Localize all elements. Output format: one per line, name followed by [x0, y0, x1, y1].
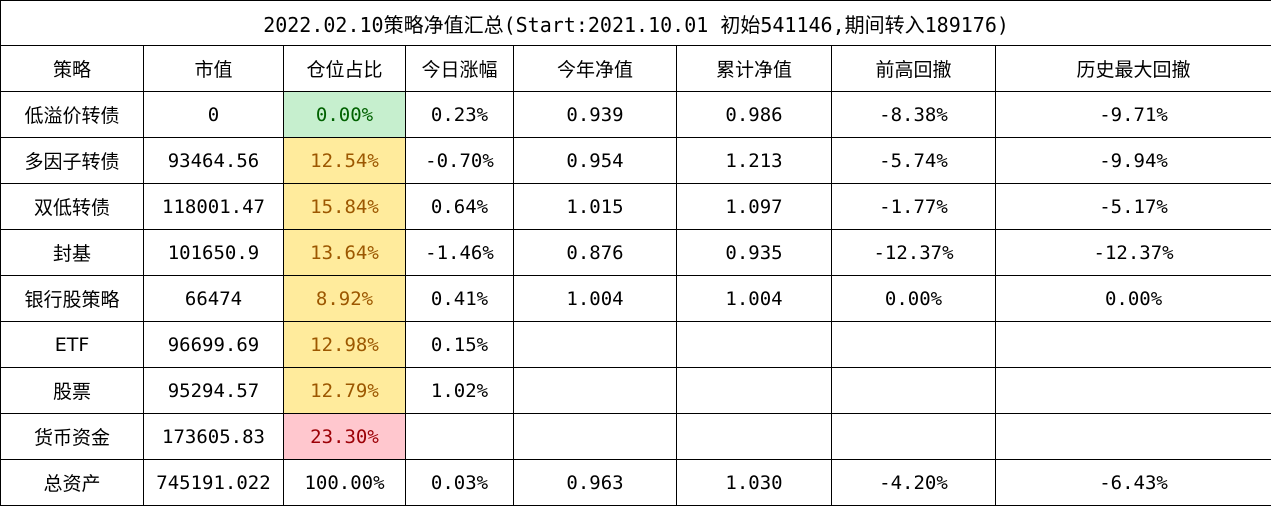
daily-change-cell[interactable]: -1.46%: [405, 229, 514, 276]
strategy-cell[interactable]: ETF: [0, 321, 144, 368]
market-value-cell[interactable]: 173605.83: [143, 413, 284, 460]
title-row: 2022.02.10策略净值汇总(Start:2021.10.01 初始5411…: [0, 0, 1271, 46]
market-value-cell[interactable]: 93464.56: [143, 137, 284, 184]
header-cell-cumulative-nav[interactable]: 累计净值: [676, 45, 832, 92]
drawdown-cell[interactable]: -4.20%: [831, 459, 996, 506]
header-cell-daily-change[interactable]: 今日涨幅: [405, 45, 514, 92]
table-row: 低溢价转债 0 0.00% 0.23% 0.939 0.986 -8.38% -9.71%: [0, 91, 1271, 138]
market-value-cell[interactable]: 95294.57: [143, 367, 284, 414]
header-cell-ytd-nav[interactable]: 今年净值: [513, 45, 677, 92]
table-row: ETF 96699.69 12.98% 0.15%: [0, 321, 1271, 368]
max-drawdown-cell[interactable]: -5.17%: [994, 183, 1271, 230]
position-ratio-cell[interactable]: 13.64%: [283, 229, 406, 276]
ytd-nav-cell[interactable]: [513, 321, 677, 368]
market-value-cell[interactable]: 96699.69: [143, 321, 284, 368]
daily-change-cell[interactable]: [405, 413, 514, 460]
table-row: 货币资金 173605.83 23.30%: [0, 413, 1271, 460]
drawdown-cell[interactable]: -12.37%: [831, 229, 996, 276]
ytd-nav-cell[interactable]: 0.876: [513, 229, 677, 276]
daily-change-cell[interactable]: 0.15%: [405, 321, 514, 368]
market-value-cell[interactable]: 101650.9: [143, 229, 284, 276]
ytd-nav-cell[interactable]: [513, 367, 677, 414]
table-row: 封基 101650.9 13.64% -1.46% 0.876 0.935 -12.37% -…: [0, 229, 1271, 276]
market-value-cell[interactable]: 118001.47: [143, 183, 284, 230]
drawdown-cell[interactable]: -1.77%: [831, 183, 996, 230]
max-drawdown-cell[interactable]: [994, 413, 1271, 460]
max-drawdown-cell[interactable]: [994, 321, 1271, 368]
ytd-nav-cell[interactable]: 1.015: [513, 183, 677, 230]
drawdown-cell[interactable]: -8.38%: [831, 91, 996, 138]
position-ratio-cell[interactable]: 23.30%: [283, 413, 406, 460]
daily-change-cell[interactable]: 1.02%: [405, 367, 514, 414]
strategy-cell[interactable]: 多因子转债: [0, 137, 144, 184]
ytd-nav-cell[interactable]: 1.004: [513, 275, 677, 322]
table-row: 股票 95294.57 12.79% 1.02%: [0, 367, 1271, 414]
max-drawdown-cell[interactable]: -9.94%: [994, 137, 1271, 184]
max-drawdown-cell[interactable]: -12.37%: [994, 229, 1271, 276]
strategy-cell[interactable]: 货币资金: [0, 413, 144, 460]
max-drawdown-cell[interactable]: [994, 367, 1271, 414]
header-cell-drawdown-from-high[interactable]: 前高回撤: [831, 45, 996, 92]
table-row: 双低转债 118001.47 15.84% 0.64% 1.015 1.097 -1.77%…: [0, 183, 1271, 230]
cumulative-nav-cell[interactable]: 1.097: [676, 183, 832, 230]
cumulative-nav-cell[interactable]: [676, 367, 832, 414]
header-cell-market-value[interactable]: 市值: [143, 45, 284, 92]
drawdown-cell[interactable]: [831, 321, 996, 368]
strategy-cell[interactable]: 银行股策略: [0, 275, 144, 322]
strategy-cell[interactable]: 双低转债: [0, 183, 144, 230]
strategy-cell[interactable]: 封基: [0, 229, 144, 276]
drawdown-cell[interactable]: [831, 367, 996, 414]
position-ratio-cell[interactable]: 100.00%: [283, 459, 406, 506]
position-ratio-cell[interactable]: 8.92%: [283, 275, 406, 322]
position-ratio-cell[interactable]: 0.00%: [283, 91, 406, 138]
ytd-nav-cell[interactable]: 0.963: [513, 459, 677, 506]
sheet-title[interactable]: 2022.02.10策略净值汇总(Start:2021.10.01 初始5411…: [0, 0, 1271, 46]
ytd-nav-cell[interactable]: [513, 413, 677, 460]
strategy-cell[interactable]: 股票: [0, 367, 144, 414]
total-row: 总资产 745191.022 100.00% 0.03% 0.963 1.030 -4.20…: [0, 459, 1271, 506]
header-row: 策略 市值 仓位占比 今日涨幅 今年净值 累计净值 前高回撤 历史最大回撤: [0, 45, 1271, 92]
position-ratio-cell[interactable]: 12.79%: [283, 367, 406, 414]
drawdown-cell[interactable]: -5.74%: [831, 137, 996, 184]
market-value-cell[interactable]: 0: [143, 91, 284, 138]
strategy-cell[interactable]: 总资产: [0, 459, 144, 506]
ytd-nav-cell[interactable]: 0.954: [513, 137, 677, 184]
header-cell-max-drawdown[interactable]: 历史最大回撤: [994, 45, 1271, 92]
market-value-cell[interactable]: 745191.022: [143, 459, 284, 506]
cumulative-nav-cell[interactable]: 1.030: [676, 459, 832, 506]
max-drawdown-cell[interactable]: 0.00%: [994, 275, 1271, 322]
cumulative-nav-cell[interactable]: 0.935: [676, 229, 832, 276]
cumulative-nav-cell[interactable]: 1.213: [676, 137, 832, 184]
daily-change-cell[interactable]: 0.03%: [405, 459, 514, 506]
header-cell-position-ratio[interactable]: 仓位占比: [283, 45, 406, 92]
table-row: 多因子转债 93464.56 12.54% -0.70% 0.954 1.213 -5.74…: [0, 137, 1271, 184]
position-ratio-cell[interactable]: 12.54%: [283, 137, 406, 184]
daily-change-cell[interactable]: -0.70%: [405, 137, 514, 184]
cumulative-nav-cell[interactable]: 0.986: [676, 91, 832, 138]
strategy-cell[interactable]: 低溢价转债: [0, 91, 144, 138]
daily-change-cell[interactable]: 0.64%: [405, 183, 514, 230]
drawdown-cell[interactable]: 0.00%: [831, 275, 996, 322]
max-drawdown-cell[interactable]: -9.71%: [994, 91, 1271, 138]
cumulative-nav-cell[interactable]: [676, 413, 832, 460]
table-row: 银行股策略 66474 8.92% 0.41% 1.004 1.004 0.00% 0.00%: [0, 275, 1271, 322]
daily-change-cell[interactable]: 0.41%: [405, 275, 514, 322]
header-cell-strategy[interactable]: 策略: [0, 45, 144, 92]
market-value-cell[interactable]: 66474: [143, 275, 284, 322]
position-ratio-cell[interactable]: 12.98%: [283, 321, 406, 368]
position-ratio-cell[interactable]: 15.84%: [283, 183, 406, 230]
cumulative-nav-cell[interactable]: [676, 321, 832, 368]
cumulative-nav-cell[interactable]: 1.004: [676, 275, 832, 322]
max-drawdown-cell[interactable]: -6.43%: [994, 459, 1271, 506]
ytd-nav-cell[interactable]: 0.939: [513, 91, 677, 138]
drawdown-cell[interactable]: [831, 413, 996, 460]
daily-change-cell[interactable]: 0.23%: [405, 91, 514, 138]
